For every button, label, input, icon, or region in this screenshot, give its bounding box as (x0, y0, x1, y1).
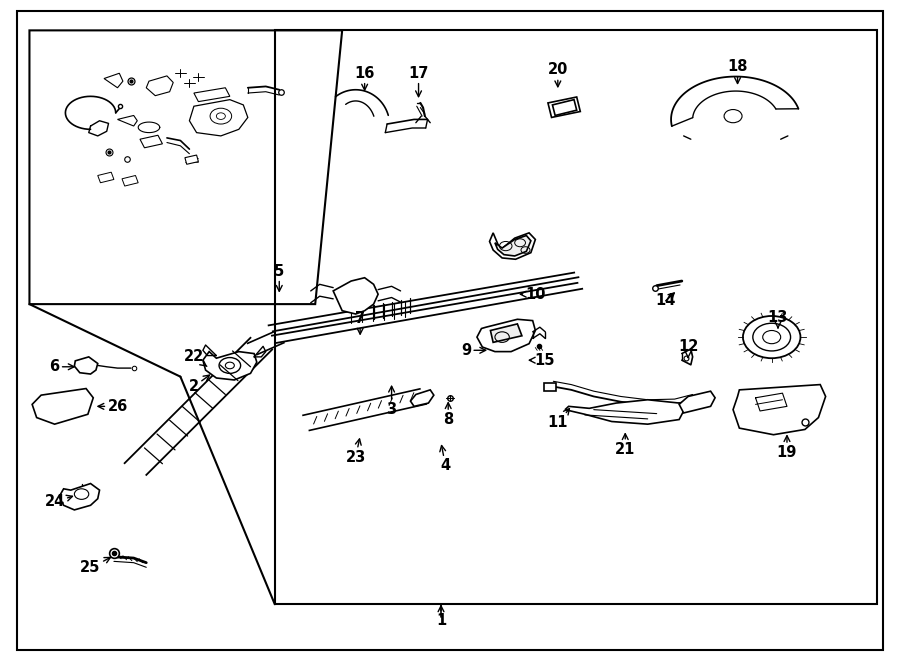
Text: 11: 11 (547, 408, 570, 430)
Polygon shape (184, 155, 198, 165)
Polygon shape (194, 88, 230, 102)
Polygon shape (59, 484, 100, 510)
Polygon shape (734, 385, 825, 435)
Text: 10: 10 (520, 287, 545, 301)
Text: 14: 14 (655, 293, 676, 308)
Circle shape (762, 330, 780, 344)
Text: 12: 12 (678, 340, 698, 358)
Polygon shape (333, 278, 378, 314)
Polygon shape (565, 400, 684, 424)
Text: 19: 19 (777, 436, 797, 460)
Text: 16: 16 (355, 65, 374, 90)
Text: 25: 25 (80, 557, 111, 576)
Text: 2: 2 (189, 375, 210, 394)
Text: 24: 24 (44, 494, 73, 510)
Text: 6: 6 (50, 360, 74, 374)
Text: 1: 1 (436, 606, 446, 628)
Text: 5: 5 (274, 264, 284, 292)
Polygon shape (410, 390, 434, 407)
Text: 17: 17 (409, 65, 428, 97)
Polygon shape (477, 319, 536, 352)
Text: 26: 26 (98, 399, 128, 414)
Text: 4: 4 (440, 446, 451, 473)
Text: 18: 18 (727, 59, 748, 83)
Polygon shape (680, 391, 716, 413)
Polygon shape (495, 235, 531, 256)
Polygon shape (104, 73, 123, 88)
Text: 15: 15 (529, 353, 554, 368)
Polygon shape (147, 76, 173, 96)
Text: 21: 21 (615, 434, 635, 457)
Polygon shape (490, 233, 536, 259)
Polygon shape (75, 357, 98, 374)
Polygon shape (189, 100, 248, 136)
Polygon shape (491, 324, 522, 342)
Polygon shape (140, 136, 162, 148)
Polygon shape (553, 100, 577, 116)
Text: 7: 7 (356, 311, 365, 334)
Polygon shape (98, 173, 114, 182)
Text: 23: 23 (346, 439, 365, 465)
Polygon shape (118, 116, 138, 126)
Polygon shape (544, 383, 556, 391)
Text: 13: 13 (768, 310, 788, 328)
Polygon shape (122, 175, 139, 186)
Text: 8: 8 (443, 403, 454, 427)
Polygon shape (202, 352, 256, 380)
Polygon shape (32, 389, 94, 424)
Text: 22: 22 (184, 350, 207, 366)
Text: 9: 9 (461, 343, 486, 358)
Text: 3: 3 (386, 386, 397, 417)
Text: 20: 20 (547, 62, 568, 87)
Polygon shape (548, 97, 580, 118)
